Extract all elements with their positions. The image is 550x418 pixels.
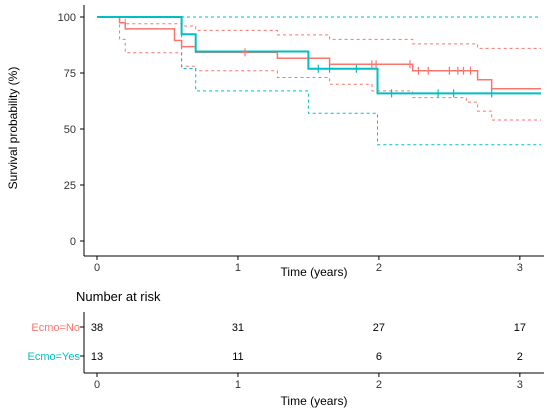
risk-count: 38 [91,322,103,334]
censor-mark-ecmo-no [424,66,432,75]
censor-mark-ecmo-no [467,66,475,75]
risk-count: 6 [376,351,382,363]
censor-mark-ecmo-no [241,48,249,57]
confidence-interval-layer [97,16,541,146]
y-tick-label: 25 [64,180,76,192]
x-tick-label: 0 [94,379,100,391]
ci-lower-ecmo-yes [97,16,541,146]
survival-curve-ecmo-yes [97,16,541,95]
y-tick-label: 50 [64,124,76,136]
censor-mark-ecmo-no [406,60,414,69]
censor-mark-ecmo-no [372,60,380,69]
censor-mark-layer [241,48,496,98]
x-tick-label: 2 [376,262,382,274]
censor-mark-ecmo-no [445,66,453,75]
censor-mark-ecmo-yes [488,89,496,98]
x-tick-label: 1 [235,262,241,274]
x-tick-label: 1 [235,379,241,391]
ci-upper-ecmo-no [97,16,541,49]
survival-curve-layer [97,16,541,95]
x-tick-label: 3 [517,379,523,391]
risk-count: 17 [514,322,526,334]
risk-x-tick-group: 0 1 2 3 [94,373,523,391]
censor-mark-ecmo-no [459,66,467,75]
x-tick-label: 3 [517,262,523,274]
censor-mark-ecmo-yes [450,89,458,98]
censor-mark-ecmo-no [414,66,422,75]
risk-table-rows: Ecmo=No 38 31 27 17 Ecmo=Yes 13 11 6 2 [28,322,526,363]
y-axis-title: Survival probability (%) [6,67,20,190]
risk-count: 31 [232,322,244,334]
kaplan-meier-panel: 0 25 50 75 100 0 1 2 3 Time (years) Survival pr… [6,5,544,279]
censor-mark-ecmo-yes [388,89,396,98]
ci-lower-ecmo-no [97,16,541,121]
risk-count: 11 [232,351,243,363]
y-tick-label: 75 [64,68,76,80]
x-axis-title: Time (years) [281,265,348,279]
x-tick-group: 0 1 2 3 [94,256,523,274]
y-tick-group: 0 25 50 75 100 [58,12,84,248]
x-tick-label: 2 [376,379,382,391]
y-tick-label: 0 [70,236,76,248]
risk-count: 13 [91,351,103,363]
censor-mark-ecmo-yes [326,64,334,73]
censor-mark-ecmo-yes [352,64,360,73]
risk-table-title: Number at risk [76,289,161,304]
risk-row-label: Ecmo=No [31,322,80,334]
risk-row-label: Ecmo=Yes [28,351,81,363]
y-tick-label: 100 [58,12,76,24]
risk-count: 2 [517,351,523,363]
x-tick-label: 0 [94,262,100,274]
censor-mark-ecmo-yes [314,64,322,73]
risk-count: 27 [373,322,385,334]
censor-mark-ecmo-yes [434,89,442,98]
risk-x-axis-title: Time (years) [281,394,348,408]
